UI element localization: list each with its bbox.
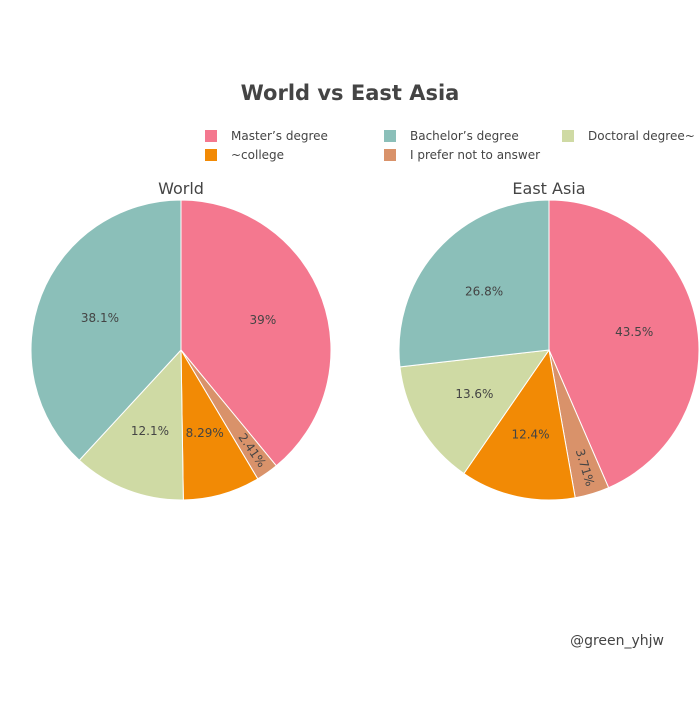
legend-label: Master’s degree (231, 129, 328, 143)
pie-slice-master-s-degree[interactable] (548, 199, 700, 489)
chart-title: World vs East Asia (241, 81, 460, 105)
slice-label: 39% (250, 313, 277, 327)
slice-label: 38.1% (81, 311, 119, 325)
legend-swatch (562, 130, 574, 142)
legend-label: I prefer not to answer (410, 148, 540, 162)
slice-label: 8.29% (186, 426, 224, 440)
pie-slice-doctoral-degree[interactable] (78, 348, 184, 501)
legend-label: Doctoral degree~ (588, 129, 695, 143)
pie-slice-bachelor-s-degree[interactable] (398, 199, 550, 368)
legend-swatch (384, 130, 396, 142)
slice-label: 43.5% (615, 325, 653, 339)
slice-label: 12.1% (131, 424, 169, 438)
legend-swatch (205, 149, 217, 161)
legend-item-doctoral-degree[interactable]: Doctoral degree~ (562, 129, 695, 143)
slice-label: 12.4% (511, 428, 549, 442)
legend-item-i-prefer-not-to-answer[interactable]: I prefer not to answer (384, 148, 540, 162)
legend-label: Bachelor’s degree (410, 129, 519, 143)
legend-swatch (205, 130, 217, 142)
legend-swatch (384, 149, 396, 161)
pie-subtitle: East Asia (512, 179, 585, 198)
credit-text: @green_yhjw (570, 633, 664, 649)
legend-label: ~college (231, 148, 284, 162)
pie-slice-doctoral-degree[interactable] (399, 349, 551, 475)
pie-slice-college[interactable] (463, 348, 576, 501)
legend: Master’s degree Bachelor’s degree Doctoral… (205, 129, 695, 162)
slice-label: 13.6% (455, 387, 493, 401)
pie-slice-master-s-degree[interactable] (180, 199, 332, 467)
legend-item-master-s-degree[interactable]: Master’s degree (205, 129, 328, 143)
legend-item-bachelor-s-degree[interactable]: Bachelor’s degree (384, 129, 519, 143)
pie-subtitle: World (158, 179, 204, 198)
legend-item-college[interactable]: ~college (205, 148, 284, 162)
slice-label: 26.8% (465, 285, 503, 299)
pie-slice-bachelor-s-degree[interactable] (30, 199, 182, 461)
